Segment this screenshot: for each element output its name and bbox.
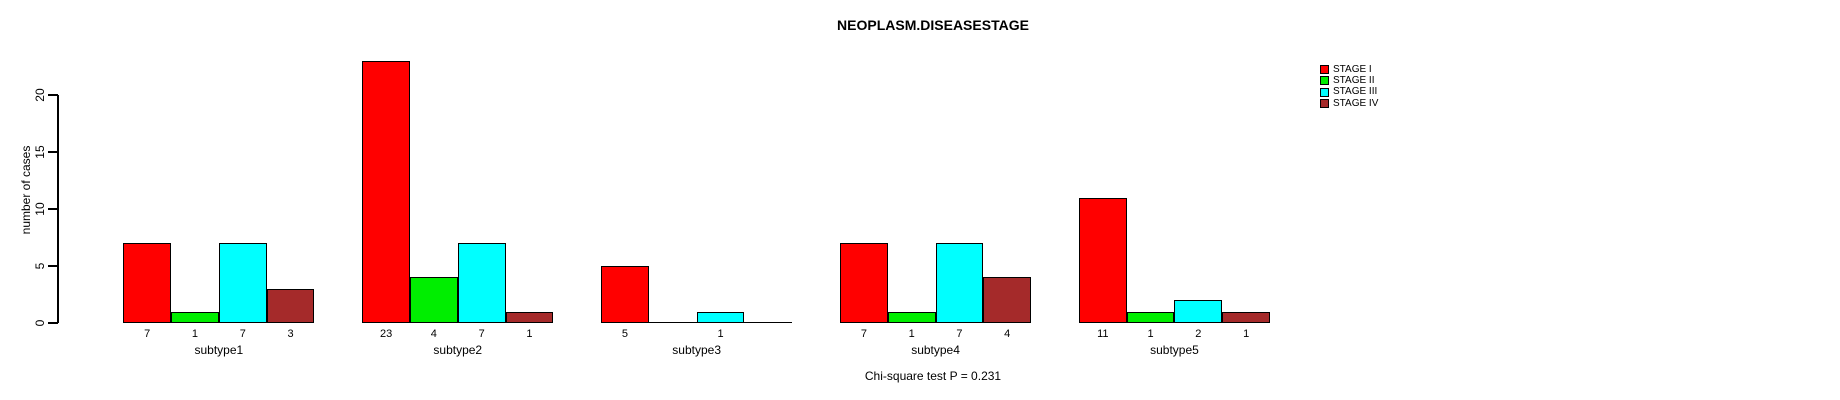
bar-stage-i-subtype5 xyxy=(1078,197,1127,323)
y-tick-label-15: 15 xyxy=(33,145,47,159)
legend-swatch-stage-ii xyxy=(1320,76,1329,86)
bar-stage-iv-subtype2 xyxy=(505,311,554,323)
bar-stage-iv-subtype1 xyxy=(266,288,315,323)
y-tick-label-20: 20 xyxy=(33,88,47,102)
y-tick-label-5: 5 xyxy=(33,262,47,270)
x-category-label-subtype4: subtype4 xyxy=(911,343,960,357)
y-tick-label-0: 0 xyxy=(33,319,47,327)
baseline-subtype5 xyxy=(1078,322,1270,323)
bar-value-label-stage-ii-subtype1: 1 xyxy=(191,328,199,340)
bar-stage-iii-subtype4 xyxy=(935,243,984,323)
bar-stage-iii-subtype3 xyxy=(696,311,745,323)
legend-swatch-stage-iii xyxy=(1320,87,1329,97)
bar-value-label-stage-ii-subtype2: 4 xyxy=(430,328,437,340)
bar-value-label-stage-iv-subtype5: 1 xyxy=(1243,328,1250,340)
bar-value-label-stage-i-subtype2: 23 xyxy=(379,328,393,340)
legend-label-stage-i: STAGE I xyxy=(1333,63,1372,75)
bar-stage-iii-subtype2 xyxy=(457,243,506,323)
y-tick-20 xyxy=(48,94,58,96)
bar-value-label-stage-iii-subtype1: 7 xyxy=(239,328,246,340)
bar-stage-ii-subtype2 xyxy=(409,277,458,323)
legend-swatch-stage-i xyxy=(1320,65,1329,75)
legend: STAGE I STAGE II STAGE III STAGE IV xyxy=(1320,64,1378,109)
bar-stage-ii-subtype4 xyxy=(887,311,936,323)
bar-stage-i-subtype4 xyxy=(840,243,888,323)
legend-row-stage-i: STAGE I xyxy=(1320,64,1378,75)
y-tick-5 xyxy=(48,265,58,267)
legend-row-stage-iv: STAGE IV xyxy=(1320,98,1378,109)
bar-stage-ii-subtype5 xyxy=(1126,311,1175,323)
bar-stage-ii-subtype1 xyxy=(171,311,219,323)
x-category-label-subtype2: subtype2 xyxy=(433,343,483,357)
bar-value-label-stage-iii-subtype3: 1 xyxy=(717,328,724,340)
legend-row-stage-iii: STAGE III xyxy=(1320,87,1378,98)
y-tick-15 xyxy=(48,151,58,153)
bar-value-label-stage-i-subtype1: 7 xyxy=(144,328,151,340)
baseline-subtype2 xyxy=(362,322,554,323)
bar-stage-i-subtype2 xyxy=(362,60,410,323)
bar-value-label-stage-i-subtype5: 11 xyxy=(1097,328,1109,340)
chi-square-footnote: Chi-square test P = 0.231 xyxy=(864,369,1002,383)
bar-stage-i-subtype3 xyxy=(601,266,649,323)
bar-stage-iv-subtype5 xyxy=(1222,311,1270,323)
legend-swatch-stage-iv xyxy=(1320,99,1329,109)
bar-stage-iii-subtype1 xyxy=(218,243,267,323)
x-category-label-subtype5: subtype5 xyxy=(1150,343,1199,357)
y-tick-10 xyxy=(48,208,58,210)
x-category-label-subtype1: subtype1 xyxy=(194,343,244,357)
chart-title: NEOPLASM.DISEASESTAGE xyxy=(837,17,1029,33)
x-category-label-subtype3: subtype3 xyxy=(672,343,721,357)
bar-value-label-stage-iv-subtype4: 4 xyxy=(1004,328,1011,340)
bar-value-label-stage-ii-subtype4: 1 xyxy=(908,328,915,340)
y-axis-title: number of cases xyxy=(19,145,33,235)
baseline-subtype3 xyxy=(601,322,793,323)
bar-value-label-stage-iii-subtype4: 7 xyxy=(956,328,963,340)
bar-stage-i-subtype1 xyxy=(123,243,172,323)
y-tick-label-10: 10 xyxy=(33,202,47,216)
legend-label-stage-iii: STAGE III xyxy=(1333,86,1378,98)
bar-value-label-stage-iii-subtype2: 7 xyxy=(478,328,485,340)
y-tick-0 xyxy=(48,322,58,324)
bar-value-label-stage-iii-subtype5: 2 xyxy=(1195,328,1202,340)
bar-stage-iv-subtype4 xyxy=(983,277,1032,323)
bar-value-label-stage-iv-subtype2: 1 xyxy=(526,328,533,340)
bar-stage-iii-subtype5 xyxy=(1174,300,1223,323)
baseline-subtype1 xyxy=(123,322,315,323)
bar-value-label-stage-i-subtype4: 7 xyxy=(860,328,867,340)
legend-label-stage-iv: STAGE IV xyxy=(1333,97,1379,109)
bar-value-label-stage-ii-subtype5: 1 xyxy=(1147,328,1154,340)
legend-row-stage-ii: STAGE II xyxy=(1320,75,1378,86)
legend-label-stage-ii: STAGE II xyxy=(1333,74,1375,86)
bar-value-label-stage-i-subtype3: 5 xyxy=(621,328,629,340)
bar-value-label-stage-iv-subtype1: 3 xyxy=(287,328,294,340)
